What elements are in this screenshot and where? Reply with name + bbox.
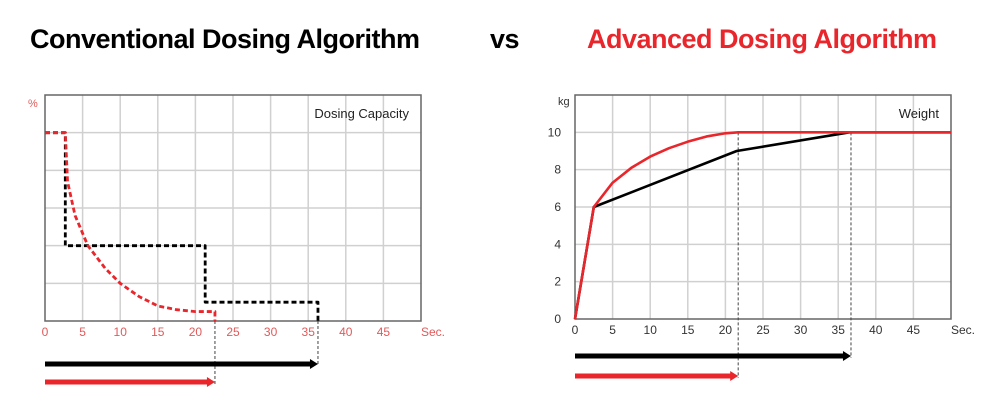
chart2-x-tick-label: 35 bbox=[832, 323, 846, 337]
chart2-y-tick-label: 10 bbox=[548, 125, 562, 139]
chart1-x-axis-label: Sec. bbox=[421, 325, 445, 339]
chart2-y-tick-label: 2 bbox=[554, 275, 561, 289]
chart2-y-tick-label: 0 bbox=[554, 312, 561, 326]
chart1-x-tick-label: 15 bbox=[151, 325, 165, 339]
chart2-y-axis-label: kg bbox=[558, 96, 570, 108]
chart2-x-tick-label: 45 bbox=[907, 323, 921, 337]
chart2-advanced-time-arrow-head bbox=[730, 371, 739, 381]
chart1-x-tick-label: 25 bbox=[226, 325, 240, 339]
conventional-title: Conventional Dosing Algorithm bbox=[30, 24, 420, 54]
chart1-x-tick-label: 10 bbox=[114, 325, 128, 339]
chart1-y-axis-label: % bbox=[28, 98, 38, 110]
chart1-conventional-time-arrow-head bbox=[309, 359, 318, 369]
chart1-x-tick-label: 20 bbox=[189, 325, 203, 339]
chart1-x-tick-label: 40 bbox=[339, 325, 353, 339]
chart2-x-tick-label: 40 bbox=[869, 323, 883, 337]
chart2-conventional-time-arrow-head bbox=[842, 351, 851, 361]
advanced-title: Advanced Dosing Algorithm bbox=[587, 24, 937, 54]
chart1-x-tick-label: 0 bbox=[42, 325, 49, 339]
chart2-x-tick-label: 0 bbox=[572, 323, 579, 337]
chart1-advanced-time-arrow-head bbox=[206, 377, 215, 387]
chart2-x-tick-label: 20 bbox=[719, 323, 733, 337]
chart1-x-tick-label: 5 bbox=[79, 325, 86, 339]
chart2-plot-border bbox=[574, 94, 952, 320]
chart1-x-tick-label: 30 bbox=[264, 325, 278, 339]
chart2-x-axis-label: Sec. bbox=[951, 323, 975, 337]
vs-label: vs bbox=[490, 24, 520, 54]
chart2-y-tick-label: 4 bbox=[554, 237, 561, 251]
chart1-x-tick-label: 45 bbox=[377, 325, 391, 339]
chart1-advanced-series bbox=[45, 131, 217, 321]
chart2-advanced-series bbox=[573, 131, 951, 320]
chart2-y-tick-label: 6 bbox=[554, 200, 561, 214]
chart2-x-tick-label: 10 bbox=[644, 323, 658, 337]
chart2-x-tick-label: 5 bbox=[609, 323, 616, 337]
chart2-x-tick-label: 25 bbox=[756, 323, 770, 337]
chart1-chart-title: Dosing Capacity bbox=[314, 106, 409, 121]
chart2-y-tick-label: 8 bbox=[554, 163, 561, 177]
chart1-plot-border bbox=[44, 94, 422, 322]
chart2-chart-title: Weight bbox=[899, 106, 940, 121]
chart1-x-tick-label: 35 bbox=[302, 325, 316, 339]
chart2-x-tick-label: 15 bbox=[681, 323, 695, 337]
chart2-x-tick-label: 30 bbox=[794, 323, 808, 337]
